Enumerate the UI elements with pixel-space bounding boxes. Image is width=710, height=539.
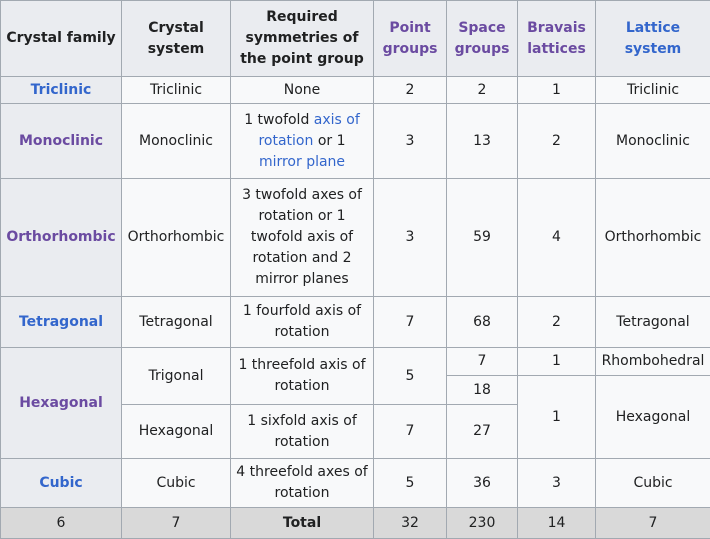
symmetry-text: 1 twofold xyxy=(244,112,314,128)
point-groups-link[interactable]: Point groups xyxy=(383,20,438,57)
bravais-orthorhombic: 4 xyxy=(518,179,596,297)
space-groups-monoclinic: 13 xyxy=(447,104,518,179)
lattice-monoclinic: Monoclinic xyxy=(596,104,710,179)
monoclinic-family-link[interactable]: Monoclinic xyxy=(19,133,103,149)
hexagonal-family-link[interactable]: Hexagonal xyxy=(19,395,103,411)
row-triclinic: Triclinic Triclinic None 2 2 1 Triclinic xyxy=(1,77,710,104)
header-crystal-family: Crystal family xyxy=(1,1,122,77)
mirror-plane-link[interactable]: mirror plane xyxy=(259,154,345,170)
point-groups-hexagonal: 7 xyxy=(374,405,447,459)
family-cell-cubic: Cubic xyxy=(1,459,122,508)
cubic-family-link[interactable]: Cubic xyxy=(39,475,82,491)
total-label: Total xyxy=(231,508,374,539)
row-trigonal-rhombohedral: Hexagonal Trigonal 1 threefold axis of r… xyxy=(1,348,710,376)
bravais-monoclinic: 2 xyxy=(518,104,596,179)
lattice-cubic: Cubic xyxy=(596,459,710,508)
row-tetragonal: Tetragonal Tetragonal 1 fourfold axis of… xyxy=(1,297,710,348)
space-groups-link[interactable]: Space groups xyxy=(455,20,510,57)
point-groups-orthorhombic: 3 xyxy=(374,179,447,297)
family-cell-orthorhombic: Orthorhombic xyxy=(1,179,122,297)
point-groups-monoclinic: 3 xyxy=(374,104,447,179)
symmetry-cell-trigonal: 1 threefold axis of rotation xyxy=(231,348,374,405)
symmetry-cell-orthorhombic: 3 twofold axes of rotation or 1 twofold … xyxy=(231,179,374,297)
bravais-lattices-link[interactable]: Bravais lattices xyxy=(527,20,586,57)
system-cell-cubic: Cubic xyxy=(122,459,231,508)
point-groups-cubic: 5 xyxy=(374,459,447,508)
bravais-rhombohedral: 1 xyxy=(518,348,596,376)
space-groups-orthorhombic: 59 xyxy=(447,179,518,297)
row-orthorhombic: Orthorhombic Orthorhombic 3 twofold axes… xyxy=(1,179,710,297)
space-groups-cubic: 36 xyxy=(447,459,518,508)
total-systems: 7 xyxy=(122,508,231,539)
tetragonal-family-link[interactable]: Tetragonal xyxy=(19,314,103,330)
space-groups-trigonal-b: 18 xyxy=(447,376,518,405)
row-cubic: Cubic Cubic 4 threefold axes of rotation… xyxy=(1,459,710,508)
space-groups-hexagonal: 27 xyxy=(447,405,518,459)
bravais-tetragonal: 2 xyxy=(518,297,596,348)
symmetry-text: or 1 xyxy=(313,133,345,149)
space-groups-trigonal-a: 7 xyxy=(447,348,518,376)
lattice-hexagonal-shared: Hexagonal xyxy=(596,376,710,459)
total-bravais-lattices: 14 xyxy=(518,508,596,539)
system-cell-trigonal: Trigonal xyxy=(122,348,231,405)
point-groups-trigonal: 5 xyxy=(374,348,447,405)
symmetry-cell-hexagonal: 1 sixfold axis of rotation xyxy=(231,405,374,459)
point-groups-triclinic: 2 xyxy=(374,77,447,104)
system-cell-triclinic: Triclinic xyxy=(122,77,231,104)
bravais-cubic: 3 xyxy=(518,459,596,508)
system-cell-monoclinic: Monoclinic xyxy=(122,104,231,179)
header-row: Crystal family Crystal system Required s… xyxy=(1,1,710,77)
header-required-symmetries: Required symmetries of the point group xyxy=(231,1,374,77)
lattice-tetragonal: Tetragonal xyxy=(596,297,710,348)
bravais-hexagonal-shared: 1 xyxy=(518,376,596,459)
family-cell-tetragonal: Tetragonal xyxy=(1,297,122,348)
header-point-groups: Point groups xyxy=(374,1,447,77)
space-groups-tetragonal: 68 xyxy=(447,297,518,348)
row-total: 6 7 Total 32 230 14 7 xyxy=(1,508,710,539)
system-cell-orthorhombic: Orthorhombic xyxy=(122,179,231,297)
system-cell-hexagonal: Hexagonal xyxy=(122,405,231,459)
lattice-orthorhombic: Orthorhombic xyxy=(596,179,710,297)
space-groups-triclinic: 2 xyxy=(447,77,518,104)
family-cell-triclinic: Triclinic xyxy=(1,77,122,104)
total-space-groups: 230 xyxy=(447,508,518,539)
header-crystal-system: Crystal system xyxy=(122,1,231,77)
total-lattice-systems: 7 xyxy=(596,508,710,539)
lattice-triclinic: Triclinic xyxy=(596,77,710,104)
header-space-groups: Space groups xyxy=(447,1,518,77)
family-cell-hexagonal: Hexagonal xyxy=(1,348,122,459)
lattice-rhombohedral: Rhombohedral xyxy=(596,348,710,376)
lattice-system-link[interactable]: Lattice system xyxy=(625,20,682,57)
symmetry-cell-triclinic: None xyxy=(231,77,374,104)
total-families: 6 xyxy=(1,508,122,539)
orthorhombic-family-link[interactable]: Orthorhombic xyxy=(6,229,115,245)
row-monoclinic: Monoclinic Monoclinic 1 twofold axis of … xyxy=(1,104,710,179)
bravais-triclinic: 1 xyxy=(518,77,596,104)
symmetry-cell-monoclinic: 1 twofold axis of rotation or 1 mirror p… xyxy=(231,104,374,179)
symmetry-cell-cubic: 4 threefold axes of rotation xyxy=(231,459,374,508)
header-bravais-lattices: Bravais lattices xyxy=(518,1,596,77)
family-cell-monoclinic: Monoclinic xyxy=(1,104,122,179)
header-lattice-system: Lattice system xyxy=(596,1,710,77)
total-point-groups: 32 xyxy=(374,508,447,539)
point-groups-tetragonal: 7 xyxy=(374,297,447,348)
symmetry-cell-tetragonal: 1 fourfold axis of rotation xyxy=(231,297,374,348)
system-cell-tetragonal: Tetragonal xyxy=(122,297,231,348)
triclinic-family-link[interactable]: Triclinic xyxy=(31,82,92,98)
